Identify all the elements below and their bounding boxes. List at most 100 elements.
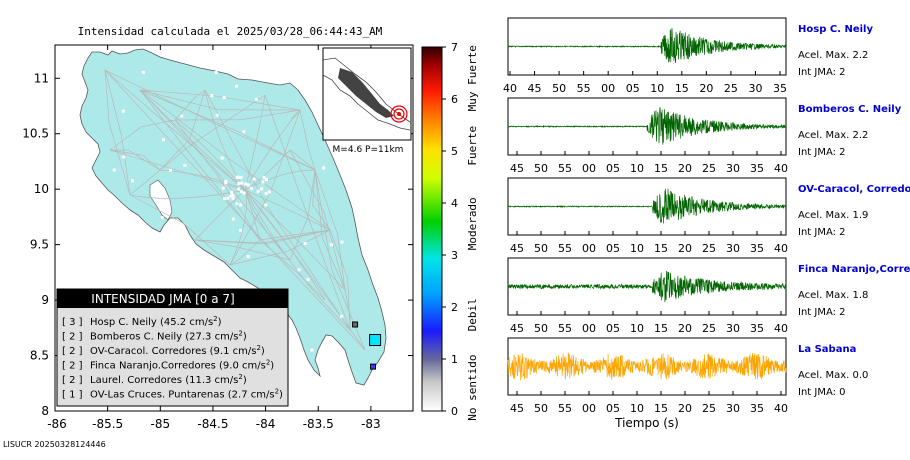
road-segment bbox=[244, 109, 301, 191]
colorbar-gradient bbox=[421, 46, 443, 412]
town-marker bbox=[340, 240, 344, 244]
town-marker bbox=[130, 179, 134, 183]
trace-tick-label: 05 bbox=[606, 402, 620, 415]
legend-entries: [ 3 ] Hosp C. Neily (45.2 cm/s2)[ 2 ] Bomb… bbox=[62, 315, 283, 401]
road-segment bbox=[244, 189, 261, 241]
trace-tick-label: 20 bbox=[678, 162, 692, 175]
town-marker bbox=[235, 202, 239, 206]
town-marker bbox=[240, 190, 244, 194]
town-marker bbox=[330, 243, 334, 247]
road-segment bbox=[194, 229, 331, 244]
inset-map: M=4.6 P=11km bbox=[322, 47, 412, 155]
map-frame bbox=[54, 44, 414, 412]
road-segment bbox=[204, 89, 351, 331]
map-x-tick-label: -83 bbox=[361, 417, 381, 431]
road-segment bbox=[204, 89, 246, 191]
legend-title: INTENSIDAD JMA [0 a 7] bbox=[91, 292, 234, 306]
map-title: Intensidad calculada el 2025/03/28_06:44… bbox=[78, 25, 383, 38]
trace-tick-label: 35 bbox=[750, 402, 764, 415]
legend-entry-sup: 2 bbox=[213, 315, 217, 323]
town-marker bbox=[237, 187, 241, 191]
trace-tick-label: 45 bbox=[510, 242, 524, 255]
trace-tick-label: 55 bbox=[558, 402, 572, 415]
waveform-traces: 40 45 50 55 00 05 10 15 20 25 30 35 Hosp C. Neily Ace… bbox=[503, 17, 910, 415]
map-y-tick-label: 8 bbox=[41, 404, 49, 418]
legend-entry-text: OV-Caracol. Corredores (9.1 cm/s2) bbox=[90, 344, 265, 357]
trace-tick-label: 45 bbox=[528, 82, 542, 95]
road-segment bbox=[139, 89, 301, 111]
trace-tick-label: 00 bbox=[601, 82, 615, 95]
town-marker bbox=[322, 166, 326, 170]
epicenter-marker bbox=[397, 112, 401, 116]
trace-waveform bbox=[507, 107, 787, 145]
town-marker bbox=[208, 257, 212, 261]
town-marker bbox=[265, 178, 269, 182]
trace-acel-max: Acel. Max. 0.0 bbox=[798, 370, 868, 381]
town-marker bbox=[231, 217, 235, 221]
trace-tick-label: 00 bbox=[582, 402, 596, 415]
legend-entry-level: [ 2 ] bbox=[62, 346, 83, 357]
town-marker bbox=[169, 168, 173, 172]
road-segment bbox=[244, 189, 331, 231]
legend-entry-end: ) bbox=[261, 346, 265, 357]
trace-int-jma: Int JMA: 2 bbox=[798, 147, 846, 158]
town-marker bbox=[303, 241, 307, 245]
town-marker bbox=[223, 197, 227, 201]
colorbar-label: Debil bbox=[466, 298, 479, 331]
trace-int-jma: Int JMA: 2 bbox=[798, 227, 846, 238]
map-x-tick-label: -86 bbox=[47, 417, 67, 431]
town-marker bbox=[246, 255, 250, 259]
trace-tick-label: 50 bbox=[534, 402, 548, 415]
trace-tick-label: 30 bbox=[726, 402, 740, 415]
town-marker bbox=[141, 70, 145, 74]
trace-station-name: Bomberos C. Neily bbox=[798, 104, 902, 115]
town-marker bbox=[220, 156, 224, 160]
road-segment bbox=[194, 239, 291, 261]
road-segment bbox=[174, 89, 206, 121]
town-marker bbox=[226, 196, 230, 200]
legend-entry-text: OV-Las Cruces. Puntarenas (2.7 cm/s2) bbox=[90, 388, 283, 401]
trace-tick-label: 40 bbox=[774, 402, 788, 415]
town-marker bbox=[237, 181, 241, 185]
colorbar-label: Muy Fuerte bbox=[466, 45, 479, 111]
town-marker bbox=[122, 155, 126, 159]
map-x-tick-label: -83.5 bbox=[303, 417, 334, 431]
colorbar-ticks: 0 1 2 3 4 5 6 7 bbox=[442, 41, 458, 418]
trace-station-name: La Sabana bbox=[798, 344, 856, 355]
town-marker bbox=[246, 183, 250, 187]
trace-acel-max: Acel. Max. 1.8 bbox=[798, 290, 868, 301]
trace-tick-label: 10 bbox=[650, 82, 664, 95]
land-mass bbox=[79, 48, 387, 386]
town-marker bbox=[267, 190, 271, 194]
legend-entry-end: ) bbox=[243, 332, 247, 343]
trace-panel: 40 45 50 55 00 05 10 15 20 25 30 35 Hosp C. Neily Ace… bbox=[503, 17, 873, 95]
town-marker bbox=[256, 189, 260, 193]
town-marker bbox=[264, 203, 268, 207]
road-segment bbox=[129, 94, 266, 196]
road-segment bbox=[299, 109, 316, 171]
town-marker bbox=[242, 130, 246, 134]
map-y-tick-label: 10 bbox=[34, 182, 49, 196]
legend-entry-sup: 2 bbox=[238, 330, 242, 338]
legend-entry-name: Laurel. Corredores (11.3 cm/s bbox=[90, 375, 238, 386]
road-segment bbox=[139, 89, 261, 241]
colorbar-label: No sentido bbox=[466, 354, 479, 420]
legend-entry-name: OV-Las Cruces. Puntarenas (2.7 cm/s bbox=[90, 390, 275, 401]
legend-entry-name: Bomberos C. Neily (27.3 cm/s bbox=[90, 332, 238, 343]
road-segment bbox=[244, 189, 351, 331]
trace-tick-label: 45 bbox=[510, 402, 524, 415]
road-segment bbox=[174, 109, 301, 121]
trace-tick-label: 00 bbox=[582, 322, 596, 335]
road-network bbox=[104, 69, 366, 351]
trace-tick-label: 55 bbox=[577, 82, 591, 95]
road-segment bbox=[139, 89, 291, 261]
colorbar-tick-label: 2 bbox=[451, 301, 458, 314]
road-segment bbox=[244, 94, 266, 191]
road-segment bbox=[314, 169, 346, 291]
legend-entry-level: [ 2 ] bbox=[62, 375, 83, 386]
town-marker bbox=[121, 109, 125, 113]
trace-tick-label: 10 bbox=[630, 402, 644, 415]
town-marker bbox=[260, 187, 264, 191]
road-segment bbox=[104, 69, 246, 191]
trace-tick-label: 30 bbox=[748, 82, 762, 95]
